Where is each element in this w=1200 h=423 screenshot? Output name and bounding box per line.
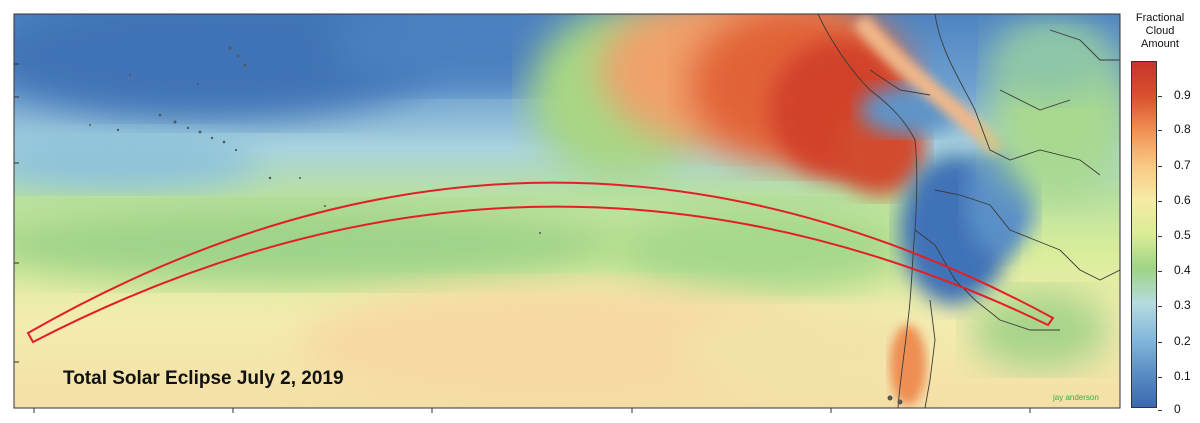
legend-title-line-2: Cloud [1145,25,1175,37]
legend-tick-label: 0.5 [1174,228,1191,242]
legend-tick-label: 0.6 [1174,193,1191,207]
legend-tick-label: 0.1 [1174,369,1191,383]
legend-tick-label: 0.2 [1174,334,1191,348]
legend-title-line-1: Fractional [1135,12,1185,24]
cloud-field [14,14,1120,408]
legend-color-bar [1131,61,1157,408]
author-credit: jay anderson [1053,393,1099,402]
map-frame [13,13,1121,409]
pacific-islands [89,46,903,405]
legend-tick-label: 0 [1174,402,1181,416]
legend-title: Fractional Cloud Amount [1120,12,1200,51]
legend-title-line-3: Amount [1141,38,1179,50]
legend-tick-label: 0.4 [1174,263,1191,277]
eclipse-path-band [26,181,1055,344]
legend-tick-label: 0.8 [1174,122,1191,136]
coastlines-and-borders [817,14,1120,408]
legend-tick-label: 0.9 [1174,88,1191,102]
legend-tick-label: 0.7 [1174,158,1191,172]
map-title: Total Solar Eclipse July 2, 2019 [63,368,344,389]
legend-tick-label: 0.3 [1174,298,1191,312]
frame-ticks [14,63,1031,413]
